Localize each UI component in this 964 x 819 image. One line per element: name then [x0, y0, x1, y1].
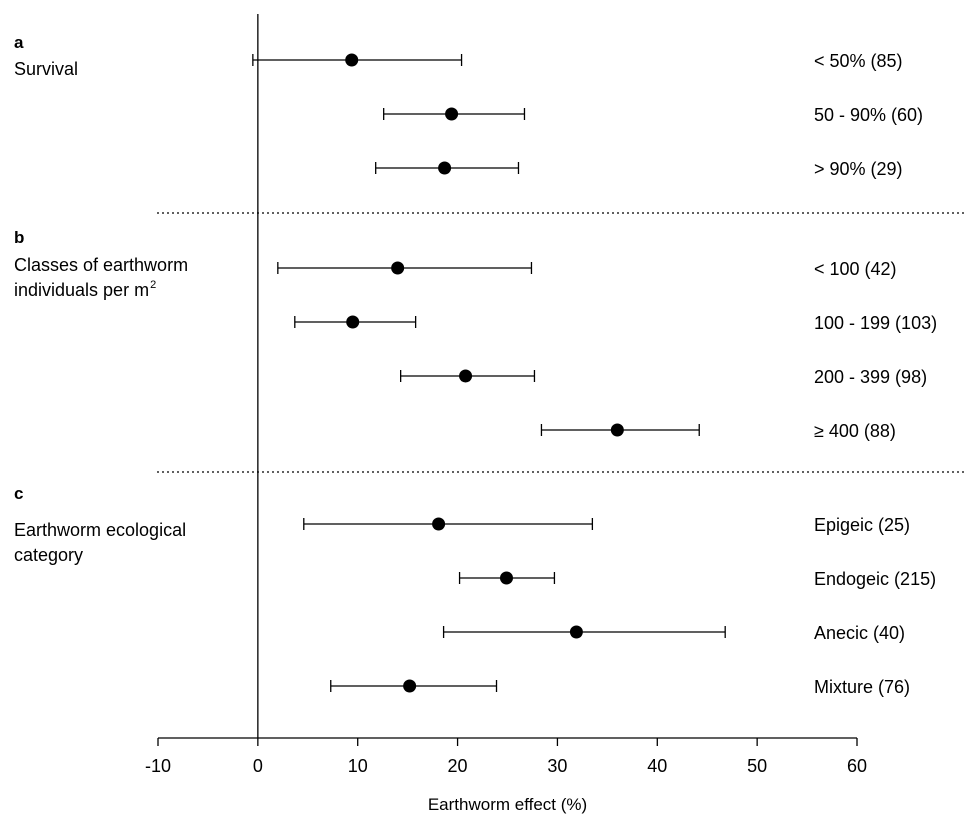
x-tick-label: 60 — [847, 756, 867, 776]
row-label: < 100 (42) — [814, 259, 897, 279]
effect-point — [403, 679, 417, 693]
row-label: < 50% (85) — [814, 51, 903, 71]
effect-point — [500, 571, 514, 585]
row-label: Anecic (40) — [814, 623, 905, 643]
row-label: 200 - 399 (98) — [814, 367, 927, 387]
row-label: ≥ 400 (88) — [814, 421, 896, 441]
panel-title-superscript: 2 — [150, 279, 156, 291]
effect-point — [438, 161, 452, 175]
row-label: Epigeic (25) — [814, 515, 910, 535]
row-label: > 90% (29) — [814, 159, 903, 179]
x-tick-label: 20 — [448, 756, 468, 776]
effect-point — [445, 107, 459, 121]
x-tick-label: 0 — [253, 756, 263, 776]
panel-letter: a — [14, 33, 24, 52]
row-label: Mixture (76) — [814, 677, 910, 697]
effect-point — [432, 517, 446, 531]
effect-point — [569, 625, 583, 639]
panel-title-line: Classes of earthworm — [14, 255, 188, 275]
effect-point — [459, 369, 473, 383]
row-label: 100 - 199 (103) — [814, 313, 937, 333]
panel-title-line: Survival — [14, 59, 78, 79]
row-label: Endogeic (215) — [814, 569, 936, 589]
effect-point — [610, 423, 624, 437]
effect-point — [346, 315, 360, 329]
row-label: 50 - 90% (60) — [814, 105, 923, 125]
x-tick-label: 50 — [747, 756, 767, 776]
panel-title-line: category — [14, 545, 83, 565]
panel-title-line: Earthworm ecological — [14, 520, 186, 540]
panel-letter: b — [14, 228, 24, 247]
x-tick-label: 30 — [547, 756, 567, 776]
x-tick-label: -10 — [145, 756, 171, 776]
effect-point — [391, 261, 405, 275]
effect-point — [345, 53, 359, 67]
panel-letter: c — [14, 484, 23, 503]
x-tick-label: 40 — [647, 756, 667, 776]
x-tick-label: 10 — [348, 756, 368, 776]
x-axis-title: Earthworm effect (%) — [428, 795, 587, 814]
panel-title-line: individuals per m — [14, 280, 149, 300]
